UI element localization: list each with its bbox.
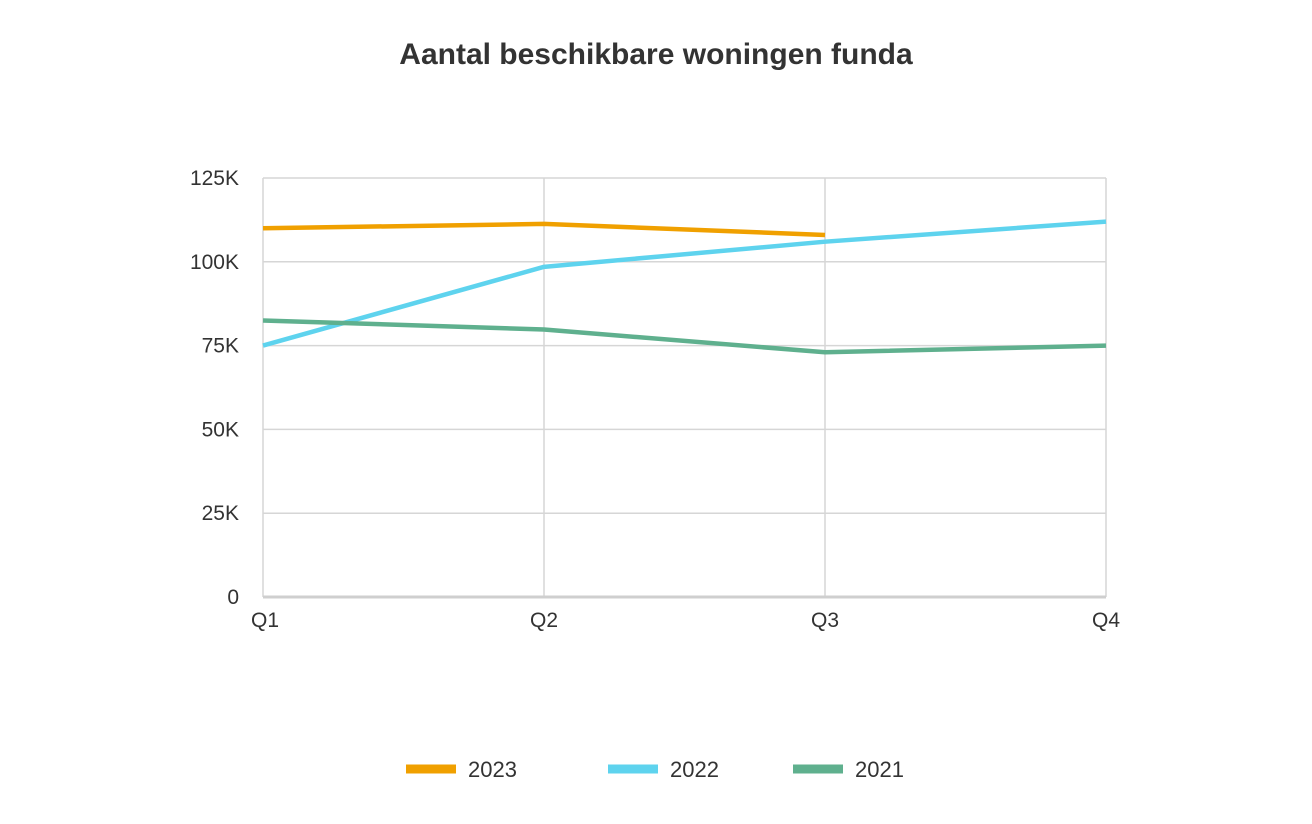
y-tick-label: 25K [202, 502, 239, 525]
y-axis-labels: 0 25K 50K 75K 100K 125K [190, 167, 239, 609]
y-tick-label: 75K [202, 335, 239, 358]
x-axis-labels: Q1 Q2 Q3 Q4 [251, 609, 1120, 632]
legend-label-2021: 2021 [855, 757, 904, 782]
legend-label-2023: 2023 [468, 757, 517, 782]
x-tick-label: Q4 [1092, 609, 1120, 632]
series-line-2023 [262, 221, 826, 238]
y-tick-label: 50K [202, 418, 239, 441]
x-tick-label: Q2 [530, 609, 558, 632]
y-tick-label: 100K [190, 251, 239, 274]
chart-title: Aantal beschikbare woningen funda [399, 38, 913, 71]
x-tick-label: Q1 [251, 609, 279, 632]
legend: 2023 2022 2021 [406, 757, 904, 782]
x-tick-label: Q3 [811, 609, 839, 632]
y-tick-label: 125K [190, 167, 239, 190]
grid-lines [262, 177, 1107, 597]
y-tick-label: 0 [227, 586, 239, 609]
series-line-2021 [262, 318, 1107, 355]
series-line-2022 [262, 219, 1107, 348]
legend-label-2022: 2022 [670, 757, 719, 782]
series-lines [262, 219, 1107, 355]
